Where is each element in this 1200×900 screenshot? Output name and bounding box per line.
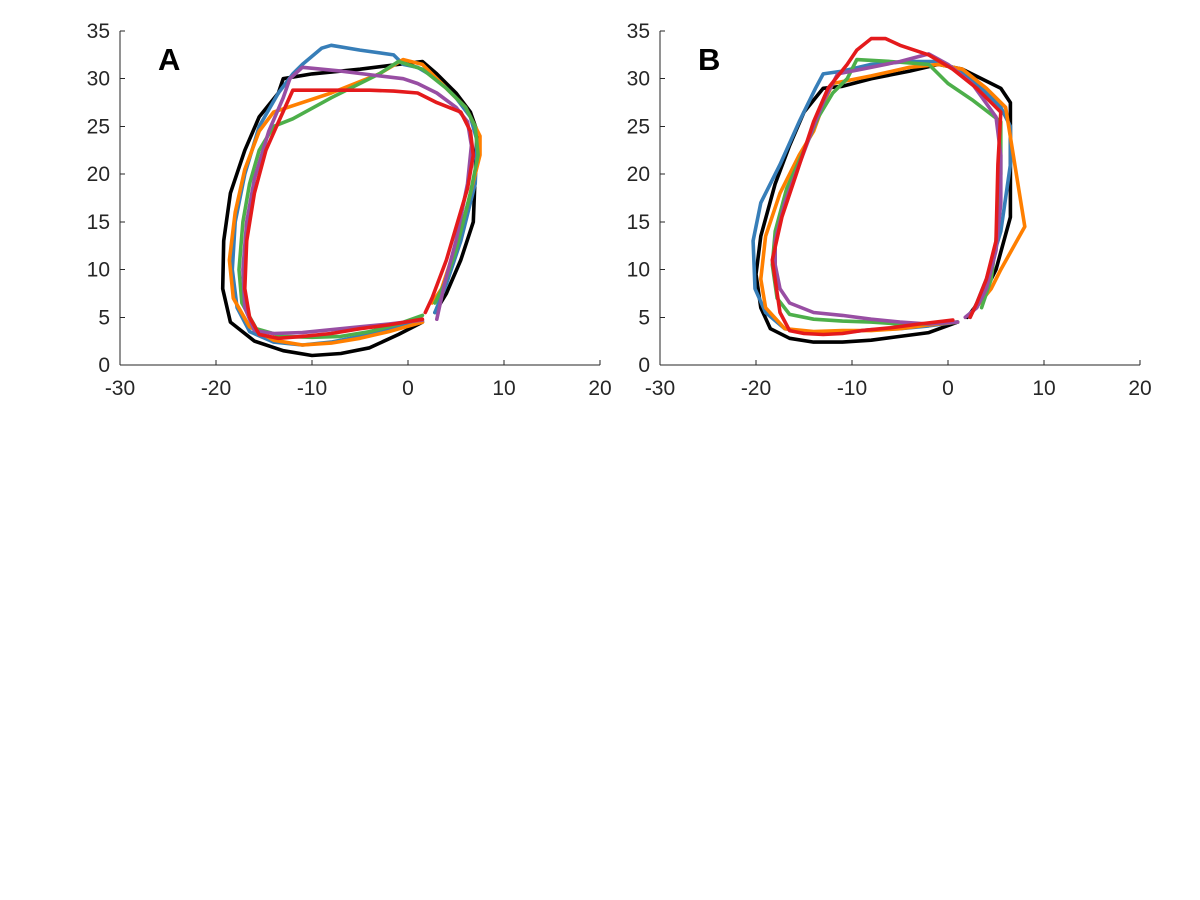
panel-b-lines bbox=[751, 36, 1027, 344]
panel-b-y-tick-label: 25 bbox=[627, 115, 650, 138]
panel-b-y-tick-label: 10 bbox=[627, 259, 650, 282]
panel-a-y-tick-label: 35 bbox=[87, 20, 110, 43]
panel-a-x-tick-label: -30 bbox=[105, 377, 135, 400]
panel-a-y-tick-label: 20 bbox=[87, 163, 110, 186]
panel-a-series-line-3 bbox=[227, 57, 482, 347]
panel-b-x-tick-label: -20 bbox=[741, 377, 771, 400]
panel-b-y-tick-label: 35 bbox=[627, 20, 650, 43]
panel-b-y-tick-label: 5 bbox=[638, 306, 650, 329]
panel-a-y-tick-label: 0 bbox=[98, 354, 110, 377]
panel-b-x-tick-label: 0 bbox=[942, 377, 954, 400]
panel-b-series-line-2 bbox=[751, 59, 1013, 335]
panel-a-y-tick-label: 5 bbox=[98, 306, 110, 329]
panel-a-x-tick-label: 10 bbox=[492, 377, 515, 400]
panel-a-y-tick-label: 15 bbox=[87, 211, 110, 234]
panel-b-label: B bbox=[698, 42, 720, 77]
panel-b-x-tick-label: 20 bbox=[1128, 377, 1151, 400]
panel-a-y-tick-label: 30 bbox=[87, 68, 110, 91]
panel-b-x-tick-label: -10 bbox=[837, 377, 867, 400]
panel-b-x-tick-label: -30 bbox=[645, 377, 675, 400]
panel-a-x-tick-label: -10 bbox=[297, 377, 327, 400]
panel-b-y-tick-label: 30 bbox=[627, 68, 650, 91]
panel-b-series-line-1 bbox=[754, 62, 1013, 344]
panel-b: -30 -20 -10 0 10 20 0 5 10 15 20 25 30 35 B bbox=[627, 20, 1152, 400]
panel-b-series-line-6 bbox=[770, 36, 1003, 337]
panel-b-y-tick-label: 20 bbox=[627, 163, 650, 186]
panel-a-label: A bbox=[158, 42, 180, 77]
panel-a: -30 -20 -10 0 10 20 0 5 10 15 20 25 30 35 A bbox=[87, 20, 612, 400]
panel-a-lines bbox=[220, 43, 482, 358]
panel-a-x-tick-label: -20 bbox=[201, 377, 231, 400]
panel-b-series-line-4 bbox=[770, 57, 1003, 326]
panel-a-y-tick-label: 25 bbox=[87, 115, 110, 138]
panel-b-y-tick-label: 0 bbox=[638, 354, 650, 377]
panel-a-x-tick-label: 0 bbox=[402, 377, 414, 400]
panel-b-x-tick-label: 10 bbox=[1032, 377, 1055, 400]
panel-b-axes: -30 -20 -10 0 10 20 0 5 10 15 20 25 30 35 bbox=[627, 20, 1152, 400]
panel-a-x-tick-label: 20 bbox=[588, 377, 611, 400]
panel-a-y-tick-label: 10 bbox=[87, 259, 110, 282]
panel-a-series-line-6 bbox=[243, 88, 476, 341]
panel-a-axes: -30 -20 -10 0 10 20 0 5 10 15 20 25 30 35 bbox=[87, 20, 612, 400]
panel-b-y-tick-label: 15 bbox=[627, 211, 650, 234]
